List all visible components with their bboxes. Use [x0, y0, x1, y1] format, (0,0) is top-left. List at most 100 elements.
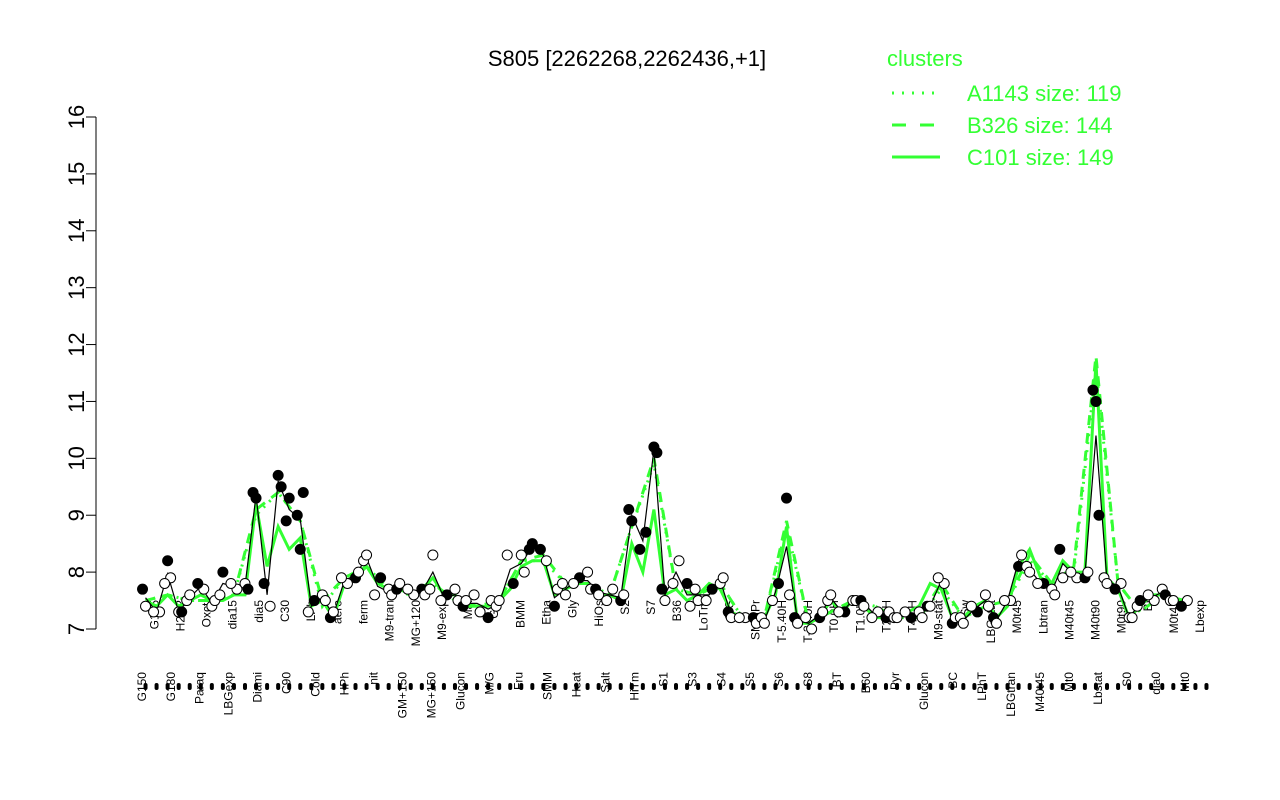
rug-mark [685, 683, 690, 690]
data-point [957, 617, 969, 629]
rug-mark [1093, 683, 1098, 690]
data-point [526, 538, 538, 550]
data-point [264, 600, 276, 612]
x-axis-labels: G150G180ParaqLBGexpDiamiC90ColdHPhnitGM+… [135, 599, 1207, 718]
x-tick-label: M40t45 [1062, 600, 1076, 640]
data-point [689, 583, 701, 595]
data-point [706, 583, 718, 595]
rug-mark [353, 683, 358, 690]
data-point [1093, 509, 1105, 521]
data-point [258, 577, 270, 589]
x-tick-label: M/G [482, 672, 496, 695]
data-point [1101, 577, 1113, 589]
data-point [800, 612, 812, 624]
data-point [626, 515, 638, 527]
data-point [640, 526, 652, 538]
data-point [184, 589, 196, 601]
data-point [1142, 589, 1154, 601]
data-point [435, 595, 447, 607]
x-tick-label: Lbtran [1036, 600, 1050, 634]
data-point [217, 566, 229, 578]
data-point [659, 595, 671, 607]
x-tick-label: HiOs [592, 600, 606, 627]
rug-mark [585, 683, 590, 690]
rug-mark [530, 683, 535, 690]
rug-mark [220, 683, 225, 690]
rug-mark [519, 683, 524, 690]
x-tick-label: S6 [772, 672, 786, 687]
x-tick-label: Glucon [453, 672, 467, 710]
rug-mark [828, 683, 833, 690]
rug-mark [1027, 683, 1032, 690]
data-point [225, 577, 237, 589]
rug-mark [154, 683, 159, 690]
data-point [1054, 543, 1066, 555]
x-tick-label: M40t45 [1033, 672, 1047, 712]
rug-mark [1005, 683, 1010, 690]
x-tick-label: dia15 [226, 600, 240, 630]
x-tick-label: MG+150 [425, 672, 439, 719]
x-rug [143, 683, 1209, 690]
data-point [866, 612, 878, 624]
rug-mark [541, 683, 546, 690]
rug-mark [552, 683, 557, 690]
x-tick-label: Lbexp [1193, 600, 1207, 633]
x-tick-label: dia5 [252, 600, 266, 623]
data-point [1032, 577, 1044, 589]
x-tick-label: M40t90 [1089, 600, 1103, 640]
data-point [667, 577, 679, 589]
rug-mark [265, 683, 270, 690]
x-tick-label: G180 [164, 672, 178, 702]
legend-title: clusters [887, 46, 963, 71]
y-tick-label: 9 [64, 509, 89, 521]
rug-mark [651, 683, 656, 690]
data-point [899, 606, 911, 618]
data-point [582, 566, 594, 578]
data-point [891, 612, 903, 624]
data-point [140, 600, 152, 612]
rug-mark [475, 683, 480, 690]
data-point [283, 492, 295, 504]
data-point [294, 543, 306, 555]
data-point [784, 589, 796, 601]
rug-mark [419, 683, 424, 690]
data-point [772, 577, 784, 589]
data-point [681, 577, 693, 589]
rug-mark [331, 683, 336, 690]
rug-mark [276, 683, 281, 690]
data-point [548, 600, 560, 612]
data-point [319, 595, 331, 607]
rug-mark [662, 683, 667, 690]
x-tick-label: BC [946, 672, 960, 689]
rug-mark [906, 683, 911, 690]
y-tick-label: 12 [64, 332, 89, 356]
data-point [781, 492, 793, 504]
rug-mark [298, 683, 303, 690]
x-tick-label: LBGexp [222, 672, 236, 716]
legend-entry-a1143: A1143 size: 119 [967, 81, 1122, 106]
x-tick-label: M0t45 [1010, 600, 1024, 634]
rug-mark [1016, 683, 1021, 690]
data-point [534, 543, 546, 555]
rug-mark [1204, 683, 1209, 690]
data-point [1065, 566, 1077, 578]
data-point [1057, 572, 1069, 584]
data-point [1090, 395, 1102, 407]
data-point [214, 589, 226, 601]
rug-mark [1138, 683, 1143, 690]
rug-mark [751, 683, 756, 690]
data-point [291, 509, 303, 521]
data-point [1126, 612, 1138, 624]
data-point [932, 572, 944, 584]
rug-mark [1116, 683, 1121, 690]
data-point [1175, 600, 1187, 612]
x-tick-label: HiTm [627, 672, 641, 701]
rug-mark [872, 683, 877, 690]
data-point [1082, 566, 1094, 578]
rug-mark [1071, 683, 1076, 690]
data-point [593, 589, 605, 601]
rug-mark [718, 683, 723, 690]
data-point [353, 566, 365, 578]
rug-mark [795, 683, 800, 690]
